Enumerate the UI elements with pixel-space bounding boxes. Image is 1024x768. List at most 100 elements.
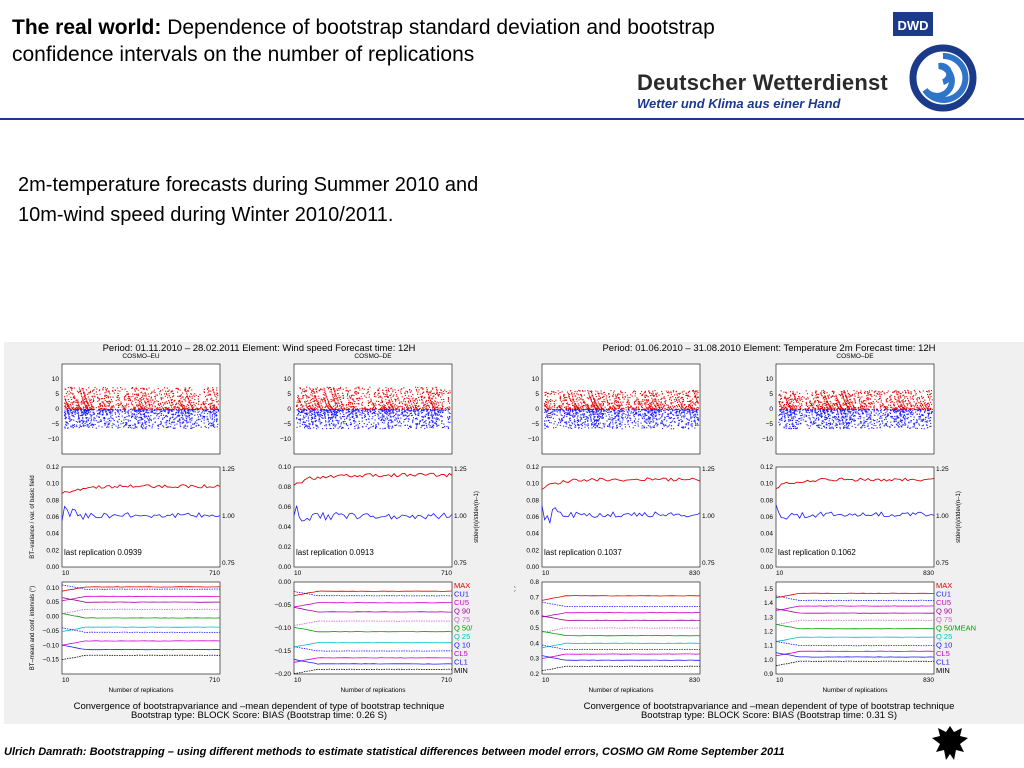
scatter-point: [381, 400, 383, 402]
scatter-point: [121, 388, 123, 390]
scatter-point: [686, 418, 688, 420]
scatter-point: [433, 409, 435, 411]
scatter-point: [579, 416, 581, 418]
scatter-point: [380, 399, 383, 401]
temp-figure-svg: Period: 01.06.2010 – 31.08.2010 Element:…: [514, 343, 976, 721]
scatter-point: [672, 418, 674, 420]
scatter-point: [681, 407, 683, 409]
scatter-point: [131, 427, 133, 429]
scatter-point: [342, 388, 344, 390]
scatter-point: [298, 419, 300, 421]
scatter-point: [338, 395, 340, 397]
scatter-point: [572, 410, 574, 412]
scatter-point: [344, 408, 346, 410]
scatter-point: [416, 417, 418, 419]
scatter-point: [400, 393, 402, 395]
variance-right-tick: 1.00: [222, 513, 235, 520]
scatter-point: [682, 400, 684, 402]
scatter-point: [395, 409, 397, 411]
scatter-point: [134, 390, 136, 392]
scatter-point: [386, 389, 388, 391]
scatter-point: [127, 395, 129, 397]
scatter-point: [575, 412, 577, 414]
scatter-point: [690, 424, 692, 426]
scatter-point: [409, 404, 411, 406]
scatter-point: [296, 426, 298, 428]
scatter-point: [595, 425, 597, 427]
scatter-point: [388, 390, 390, 392]
scatter-point: [391, 400, 393, 402]
scatter-point: [443, 426, 445, 428]
scatter-point: [567, 392, 569, 394]
scatter-point: [330, 410, 332, 412]
scatter-point: [657, 404, 659, 407]
scatter-point: [131, 413, 133, 415]
scatter-point: [593, 411, 595, 413]
scatter-point: [328, 420, 330, 422]
scatter-point: [447, 407, 449, 409]
scatter-point: [594, 406, 596, 408]
scatter-point: [347, 427, 350, 429]
scatter-point: [306, 406, 308, 408]
scatter-point: [439, 411, 441, 414]
scatter-point: [71, 411, 73, 413]
scatter-point: [165, 424, 167, 426]
scatter-point: [395, 391, 397, 394]
scatter-point: [678, 404, 680, 406]
scatter-point: [444, 425, 446, 428]
scatter-point: [129, 420, 131, 422]
scatter-point: [348, 402, 350, 404]
scatter-point: [168, 420, 170, 422]
scatter-point: [172, 390, 174, 392]
scatter-point: [418, 396, 420, 398]
scatter-point: [431, 398, 433, 400]
scatter-point: [153, 409, 155, 412]
scatter-point: [171, 421, 174, 423]
scatter-point: [312, 423, 314, 425]
scatter-point: [139, 410, 141, 412]
scatter-point: [194, 399, 196, 401]
scatter-point: [160, 414, 162, 416]
scatter-point: [346, 424, 348, 426]
scatter-point: [635, 422, 637, 424]
scatter-point: [384, 408, 386, 410]
scatter-point: [603, 410, 605, 412]
scatter-point: [374, 408, 376, 410]
scatter-point: [367, 389, 369, 391]
scatter-point: [137, 404, 139, 407]
scatter-point: [149, 405, 151, 407]
scatter-point: [403, 419, 405, 421]
scatter-point: [315, 390, 318, 393]
scatter-point: [336, 406, 338, 408]
scatter-point: [117, 397, 119, 399]
scatter-point: [186, 392, 188, 394]
scatter-point: [84, 400, 86, 402]
scatter-point: [553, 413, 555, 415]
scatter-point: [650, 421, 652, 423]
scatter-point: [381, 397, 383, 399]
scatter-point: [407, 392, 409, 394]
scatter-point: [406, 409, 408, 411]
scatter-point: [316, 391, 318, 393]
scatter-point: [190, 413, 192, 415]
scatter-point: [357, 392, 359, 394]
scatter-point: [590, 409, 592, 411]
scatter-point: [339, 409, 342, 411]
scatter-point: [613, 406, 615, 408]
scatter-point: [117, 427, 119, 429]
scatter-point: [84, 409, 86, 411]
scatter-point: [159, 402, 161, 404]
scatter-point: [76, 400, 78, 402]
scatter-point: [613, 392, 615, 394]
variance-ytick: 0.06: [278, 504, 291, 511]
scatter-point: [144, 420, 146, 422]
scatter-point: [421, 408, 423, 411]
scatter-point: [563, 425, 565, 427]
scatter-point: [305, 390, 307, 392]
scatter-point: [650, 417, 652, 419]
scatter-point: [190, 393, 192, 395]
scatter-point: [615, 401, 617, 403]
scatter-point: [387, 396, 389, 398]
scatter-point: [420, 399, 423, 401]
scatter-point: [670, 412, 672, 414]
